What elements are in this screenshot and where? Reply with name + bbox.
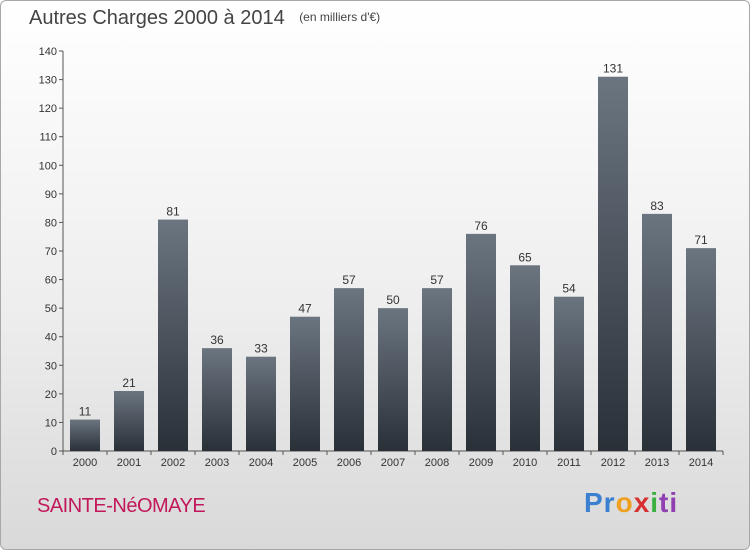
y-tick-label: 120: [39, 103, 57, 115]
y-tick-label: 40: [45, 332, 57, 344]
data-label-2007: 50: [386, 293, 400, 307]
y-tick-label: 60: [45, 275, 57, 287]
bar-2013: [642, 213, 672, 451]
y-tick-label: 50: [45, 303, 57, 315]
title-line: Autres Charges 2000 à 2014 (en milliers …: [29, 7, 380, 30]
bar-2007: [378, 308, 408, 451]
bar-2002: [158, 219, 188, 451]
y-tick-label: 90: [45, 189, 57, 201]
data-label-2012: 131: [603, 62, 623, 76]
x-tick-label: 2010: [513, 457, 537, 469]
y-tick-label: 70: [45, 246, 57, 258]
x-tick-label: 2009: [469, 457, 493, 469]
commune-name: SAINTE-NéOMAYE: [37, 495, 206, 517]
y-tick-label: 140: [39, 46, 57, 58]
logo-part-5: ti: [659, 487, 679, 518]
data-label-2010: 65: [518, 250, 532, 264]
bar-2000: [70, 419, 100, 451]
y-tick-label: 30: [45, 360, 57, 372]
bar-2005: [290, 316, 320, 451]
data-label-2006: 57: [342, 273, 356, 287]
bar-2012: [598, 76, 628, 451]
x-tick-label: 2011: [557, 457, 581, 469]
bars-group: [70, 76, 716, 451]
data-label-2002: 81: [166, 205, 180, 219]
x-tick-label: 2001: [117, 457, 141, 469]
bar-2010: [510, 265, 540, 451]
data-label-2014: 71: [694, 233, 708, 247]
data-label-2003: 36: [210, 333, 224, 347]
x-tick-label: 2003: [205, 457, 229, 469]
y-tick-label: 0: [51, 446, 57, 458]
proxiti-logo: Proxiti: [584, 487, 678, 519]
data-label-2005: 47: [298, 302, 312, 316]
y-tick-label: 20: [45, 389, 57, 401]
data-label-2008: 57: [430, 273, 444, 287]
y-tick-label: 100: [39, 160, 57, 172]
x-tick-label: 2013: [645, 457, 669, 469]
bar-2008: [422, 288, 452, 451]
x-tick-label: 2005: [293, 457, 317, 469]
data-label-2009: 76: [474, 219, 488, 233]
x-tick-label: 2006: [337, 457, 361, 469]
x-tick-label: 2012: [601, 457, 625, 469]
x-tick-label: 2008: [425, 457, 449, 469]
y-tick-label: 110: [39, 132, 57, 144]
bar-2004: [246, 356, 276, 451]
data-label-2000: 11: [79, 405, 92, 419]
data-labels-group: 11 21 81 36 33 47 57 50 57 76 65 54 131 83 71: [79, 62, 708, 419]
bar-2003: [202, 348, 232, 451]
bar-2011: [554, 296, 584, 451]
logo-part-4: i: [650, 487, 660, 518]
logo-part-2: o: [615, 487, 634, 518]
data-label-2013: 83: [650, 199, 664, 213]
logo-part-3: x: [633, 487, 651, 518]
bar-2006: [334, 288, 364, 451]
data-label-2011: 54: [562, 282, 576, 296]
bar-2009: [466, 233, 496, 451]
bar-2014: [686, 248, 716, 451]
y-tick-label: 10: [45, 417, 57, 429]
logo-part-1: Pr: [584, 487, 616, 518]
x-tick-label: 2014: [689, 457, 713, 469]
data-label-2001: 21: [122, 376, 136, 390]
x-tick-label: 2002: [161, 457, 185, 469]
chart-unit-note: (en milliers d'€): [299, 10, 381, 24]
x-tick-label: 2007: [381, 457, 405, 469]
data-label-2004: 33: [254, 342, 268, 356]
y-tick-label: 80: [45, 217, 57, 229]
bar-2001: [114, 391, 144, 451]
chart-title: Autres Charges 2000 à 2014: [29, 7, 285, 29]
x-tick-label: 2004: [249, 457, 273, 469]
x-tick-label: 2000: [73, 457, 97, 469]
y-tick-label: 130: [39, 75, 57, 87]
